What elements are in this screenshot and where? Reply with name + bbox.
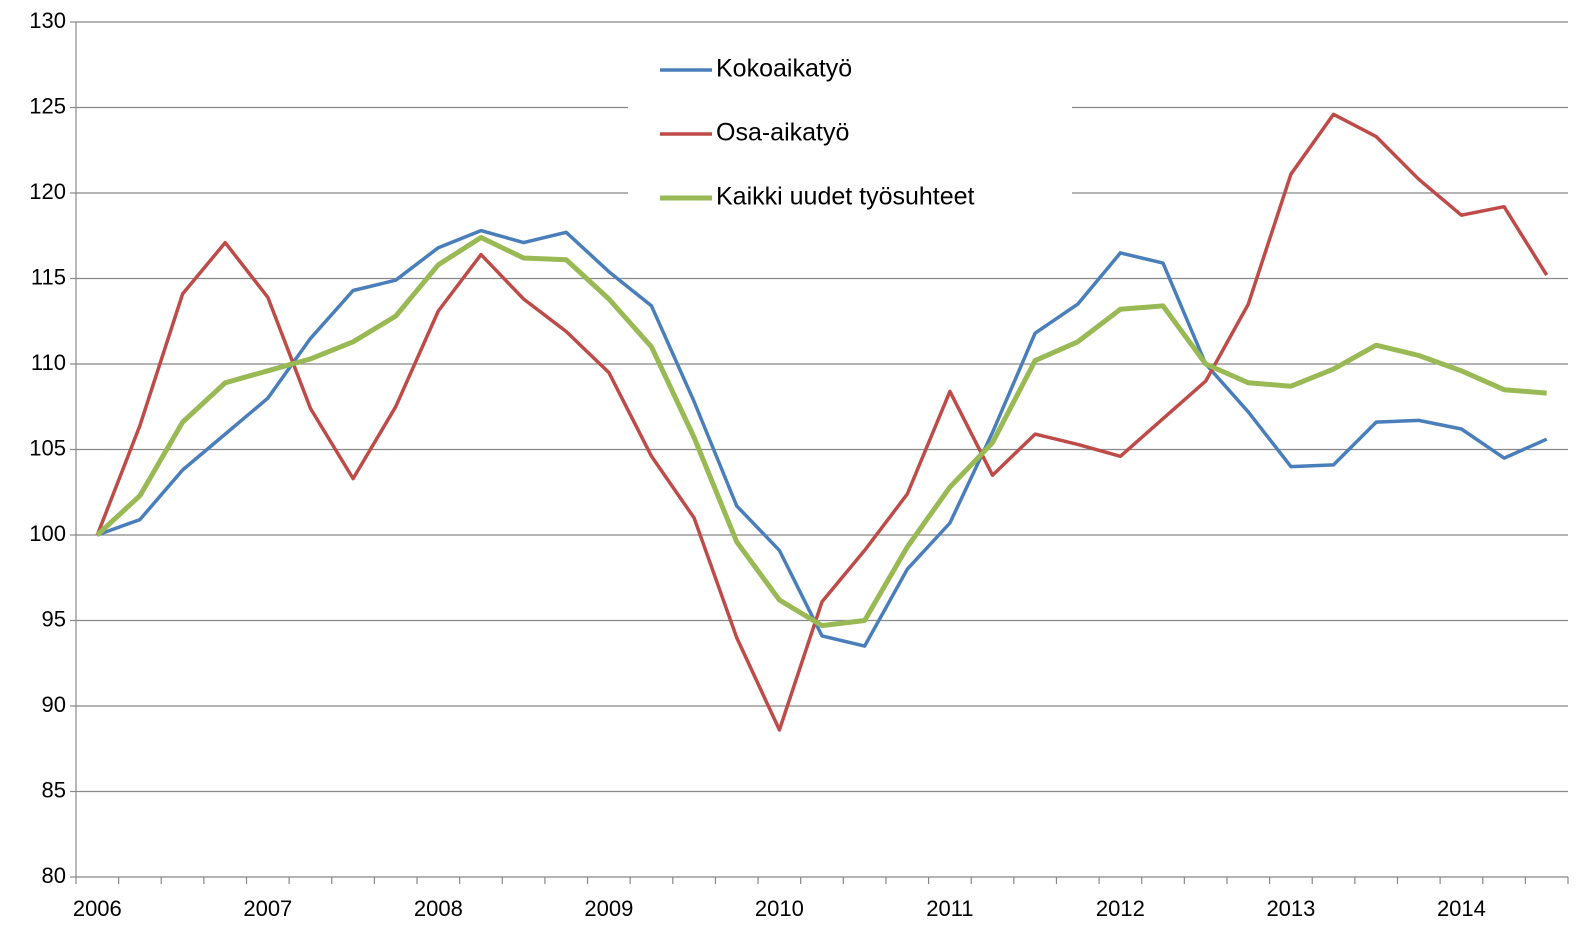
series-line <box>95 112 1549 732</box>
y-tick-label: 130 <box>29 8 66 33</box>
y-tick-label: 110 <box>31 350 66 375</box>
y-tick-label: 90 <box>42 692 66 717</box>
y-tick-label: 100 <box>29 521 66 546</box>
y-tick-label: 120 <box>29 179 66 204</box>
legend-label: Kokoaikatyö <box>716 55 852 83</box>
legend-label: Kaikki uudet työsuhteet <box>716 183 975 211</box>
x-tick-label: 2014 <box>1437 896 1486 921</box>
x-tick-label: 2013 <box>1266 896 1315 921</box>
y-tick-label: 85 <box>42 777 66 802</box>
y-tick-label: 95 <box>42 606 66 631</box>
y-tick-label: 80 <box>42 863 66 888</box>
series-line <box>96 228 1548 648</box>
x-tick-label: 2007 <box>243 896 292 921</box>
x-tick-label: 2009 <box>584 896 633 921</box>
x-tick-label: 2010 <box>755 896 804 921</box>
series-line <box>95 235 1547 629</box>
x-tick-label: 2008 <box>414 896 463 921</box>
legend-label: Osa-aikatyö <box>716 119 849 147</box>
y-tick-label: 125 <box>29 93 66 118</box>
x-tick-label: 2006 <box>73 896 122 921</box>
y-tick-label: 115 <box>31 264 66 289</box>
y-tick-label: 105 <box>29 435 66 460</box>
x-tick-label: 2012 <box>1096 896 1145 921</box>
x-tick-label: 2011 <box>926 896 973 921</box>
